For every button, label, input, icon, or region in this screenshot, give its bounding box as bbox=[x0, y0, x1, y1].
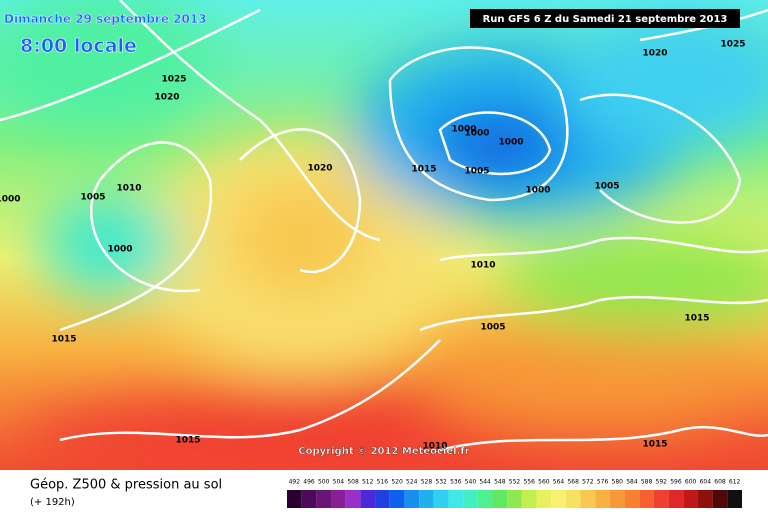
legend-label: 520 bbox=[391, 479, 403, 486]
legend-swatch bbox=[404, 490, 420, 508]
legend-label: 500 bbox=[318, 479, 330, 486]
legend-swatch bbox=[507, 490, 522, 508]
isobar-label: 1025 bbox=[161, 75, 186, 85]
legend-label: 568 bbox=[567, 479, 579, 486]
copyright: Copyright © 2012 Meteociel.fr bbox=[298, 446, 469, 457]
legend-swatch bbox=[683, 490, 698, 508]
isobar-label: 1000 bbox=[451, 125, 476, 135]
legend-swatch bbox=[668, 490, 684, 508]
legend-label: 540 bbox=[465, 479, 477, 486]
run-info: Run GFS 6 Z du Samedi 21 septembre 2013 bbox=[483, 14, 728, 25]
legend-label: 560 bbox=[538, 479, 550, 486]
legend-label: 528 bbox=[421, 479, 433, 486]
run-box bbox=[470, 9, 740, 28]
legend-swatch bbox=[492, 490, 508, 508]
field bbox=[0, 0, 768, 490]
legend-label: 564 bbox=[553, 479, 565, 486]
legend-swatch bbox=[536, 490, 552, 508]
legend-label: 604 bbox=[700, 479, 712, 486]
legend-label: 556 bbox=[523, 479, 535, 486]
legend-swatch bbox=[653, 490, 669, 508]
legend-label: 576 bbox=[597, 479, 609, 486]
legend-label: 532 bbox=[435, 479, 447, 486]
legend-swatch bbox=[521, 490, 537, 508]
legend-swatch bbox=[345, 490, 361, 508]
isobar-label: 1005 bbox=[80, 193, 105, 203]
isobar-label: 1000 bbox=[0, 195, 21, 205]
legend-label: 592 bbox=[656, 479, 668, 486]
forecast-date: Dimanche 29 septembre 2013 bbox=[4, 12, 207, 26]
legend-swatch bbox=[565, 490, 581, 508]
isobar-label: 1015 bbox=[411, 165, 436, 175]
footer-title: Géop. Z500 & pression au sol bbox=[30, 478, 222, 493]
legend-swatch bbox=[316, 490, 332, 508]
legend-label: 596 bbox=[670, 479, 682, 486]
isobar-label: 1020 bbox=[642, 49, 667, 59]
legend-label: 544 bbox=[479, 479, 491, 486]
legend-label: 580 bbox=[612, 479, 624, 486]
color-legend: 492 496 500 504 508 512 516 520 524 528 532 536 540 5… bbox=[287, 479, 742, 508]
isobar-label: 1025 bbox=[720, 40, 745, 50]
legend-label: 584 bbox=[626, 479, 638, 486]
legend-swatch bbox=[609, 490, 625, 508]
legend-label: 504 bbox=[333, 479, 345, 486]
legend-swatch bbox=[712, 490, 728, 508]
legend-swatch bbox=[727, 490, 742, 508]
legend-label: 600 bbox=[685, 479, 697, 486]
isobar-label: 1015 bbox=[51, 335, 76, 345]
legend-swatch bbox=[331, 490, 346, 508]
isobar-label: 1015 bbox=[642, 440, 667, 450]
legend-label: 512 bbox=[362, 479, 374, 486]
footer-lead: (+ 192h) bbox=[30, 497, 75, 508]
isobar-label: 1000 bbox=[498, 138, 523, 148]
legend-label: 508 bbox=[347, 479, 359, 486]
legend-swatch bbox=[477, 490, 493, 508]
legend-swatch bbox=[639, 490, 654, 508]
legend-swatch bbox=[697, 490, 713, 508]
isobar-label: 1010 bbox=[116, 184, 141, 194]
legend-swatch bbox=[419, 490, 434, 508]
legend-swatch bbox=[551, 490, 566, 508]
isobar-label: 1000 bbox=[107, 245, 132, 255]
legend-label: 496 bbox=[303, 479, 315, 486]
forecast-time: 8:00 locale bbox=[20, 35, 137, 57]
legend-label: 536 bbox=[450, 479, 462, 486]
legend-label: 608 bbox=[714, 479, 726, 486]
legend-label: 588 bbox=[641, 479, 653, 486]
legend-label: 548 bbox=[494, 479, 506, 486]
isobar-label: 1000 bbox=[464, 129, 489, 139]
legend-swatch bbox=[301, 490, 317, 508]
isobar-label: 1020 bbox=[307, 164, 332, 174]
legend-swatch bbox=[448, 490, 464, 508]
legend-label: 524 bbox=[406, 479, 418, 486]
isobar-label: 1015 bbox=[684, 314, 709, 324]
isobar-label: 1005 bbox=[464, 167, 489, 177]
isobar-label: 1000 bbox=[525, 186, 550, 196]
legend-label: 612 bbox=[729, 479, 741, 486]
isobar-labels: 1025102010101005100010001015102010151000… bbox=[0, 40, 746, 452]
legend-swatch bbox=[580, 490, 596, 508]
isobar-label: 1020 bbox=[154, 93, 179, 103]
legend-swatch bbox=[595, 490, 610, 508]
isobar-label: 1005 bbox=[594, 182, 619, 192]
isobar-label: 1010 bbox=[422, 442, 447, 452]
legend-swatch bbox=[463, 490, 478, 508]
legend-swatch bbox=[624, 490, 640, 508]
isobar-label: 1005 bbox=[480, 323, 505, 333]
legend-swatch bbox=[375, 490, 390, 508]
legend-label: 552 bbox=[509, 479, 521, 486]
isobar-label: 1010 bbox=[470, 261, 495, 271]
isobar-label: 1015 bbox=[175, 436, 200, 446]
legend-label: 492 bbox=[289, 479, 301, 486]
legend-swatch bbox=[433, 490, 449, 508]
legend-swatch bbox=[389, 490, 405, 508]
legend-swatch bbox=[360, 490, 376, 508]
legend-swatch bbox=[287, 490, 302, 508]
legend-label: 572 bbox=[582, 479, 594, 486]
legend-label: 516 bbox=[377, 479, 389, 486]
